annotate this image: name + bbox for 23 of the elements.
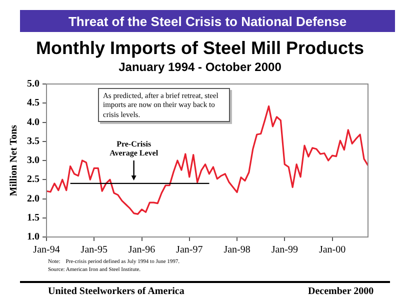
y-tick-label: 2.0 (27, 193, 40, 204)
x-tick-label: Jan-95 (80, 244, 108, 256)
y-axis-title: Million Net Tons (8, 124, 20, 196)
y-tick-label: 5.0 (27, 78, 40, 90)
y-tick-label: 4.0 (27, 116, 40, 128)
annotation: Pre-Crisis Average Level (110, 139, 159, 158)
x-tick-label: Jan-94 (33, 244, 60, 256)
x-tick-label: Jan-98 (224, 244, 250, 256)
y-tick-label: 3.0 (27, 155, 40, 166)
x-tick-label: Jan-00 (318, 244, 346, 256)
chart-title: Monthly Imports of Steel Mill Products (34, 38, 366, 59)
x-tick-label: Jan-99 (271, 244, 298, 256)
x-tick-label: Jan-97 (176, 244, 203, 256)
x-tick-label: Jan-96 (128, 244, 156, 256)
chart-subtitle: January 1994 - October 2000 (118, 60, 282, 74)
text: United Steelworkers of America (48, 286, 184, 297)
text: December 2000 (308, 286, 374, 297)
y-tick-label: 1.5 (27, 212, 40, 224)
y-tick-label: 2.5 (27, 174, 40, 186)
y-tick-label: 3.5 (27, 136, 40, 147)
y-tick-label: 4.5 (27, 98, 40, 109)
y-tick-label: 1.0 (27, 232, 40, 243)
text: Threat of the Steel Crisis to National Defense (20, 10, 395, 32)
